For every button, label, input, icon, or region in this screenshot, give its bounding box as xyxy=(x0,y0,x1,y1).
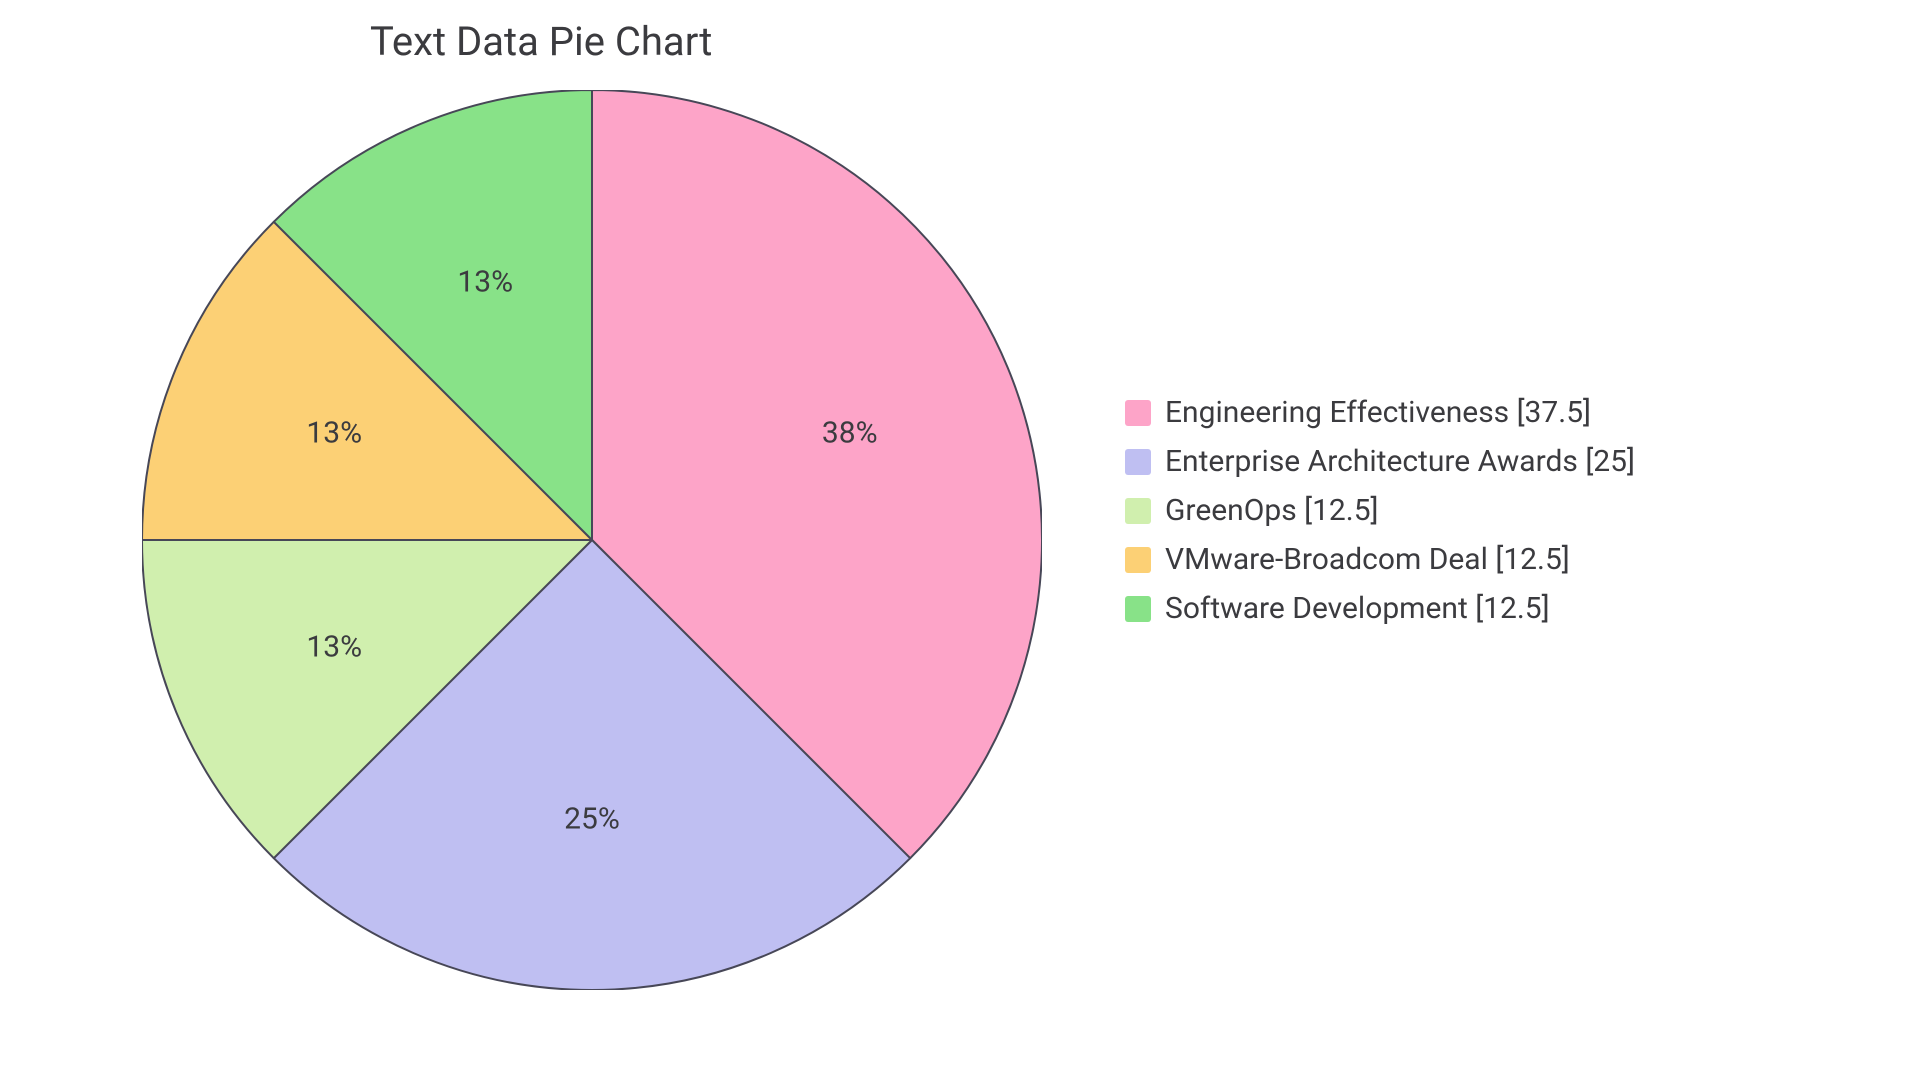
legend-item: Enterprise Architecture Awards [25] xyxy=(1125,444,1635,479)
pie-chart: 38% 25% 13% 13% 13% xyxy=(142,90,1042,990)
legend-item: Engineering Effectiveness [37.5] xyxy=(1125,395,1635,430)
legend-item: Software Development [12.5] xyxy=(1125,591,1635,626)
legend-swatch xyxy=(1125,400,1151,426)
legend-label: Engineering Effectiveness [37.5] xyxy=(1165,395,1591,430)
legend-item: GreenOps [12.5] xyxy=(1125,493,1635,528)
legend-swatch xyxy=(1125,596,1151,622)
legend-swatch xyxy=(1125,547,1151,573)
legend-label: GreenOps [12.5] xyxy=(1165,493,1379,528)
slice-label: 13% xyxy=(306,416,362,451)
slice-label: 38% xyxy=(822,416,878,451)
legend-label: Software Development [12.5] xyxy=(1165,591,1550,626)
legend-item: VMware-Broadcom Deal [12.5] xyxy=(1125,542,1635,577)
slice-label: 13% xyxy=(306,629,362,664)
chart-container: Text Data Pie Chart 38% 25% 13% 13% 13% Engi… xyxy=(0,0,1920,1080)
legend-swatch xyxy=(1125,498,1151,524)
slice-label: 25% xyxy=(564,802,620,837)
legend-label: Enterprise Architecture Awards [25] xyxy=(1165,444,1635,479)
pie-svg xyxy=(142,90,1042,990)
legend: Engineering Effectiveness [37.5] Enterpri… xyxy=(1125,395,1635,626)
slice-label: 13% xyxy=(457,265,513,300)
chart-title: Text Data Pie Chart xyxy=(370,18,712,65)
legend-label: VMware-Broadcom Deal [12.5] xyxy=(1165,542,1570,577)
legend-swatch xyxy=(1125,449,1151,475)
